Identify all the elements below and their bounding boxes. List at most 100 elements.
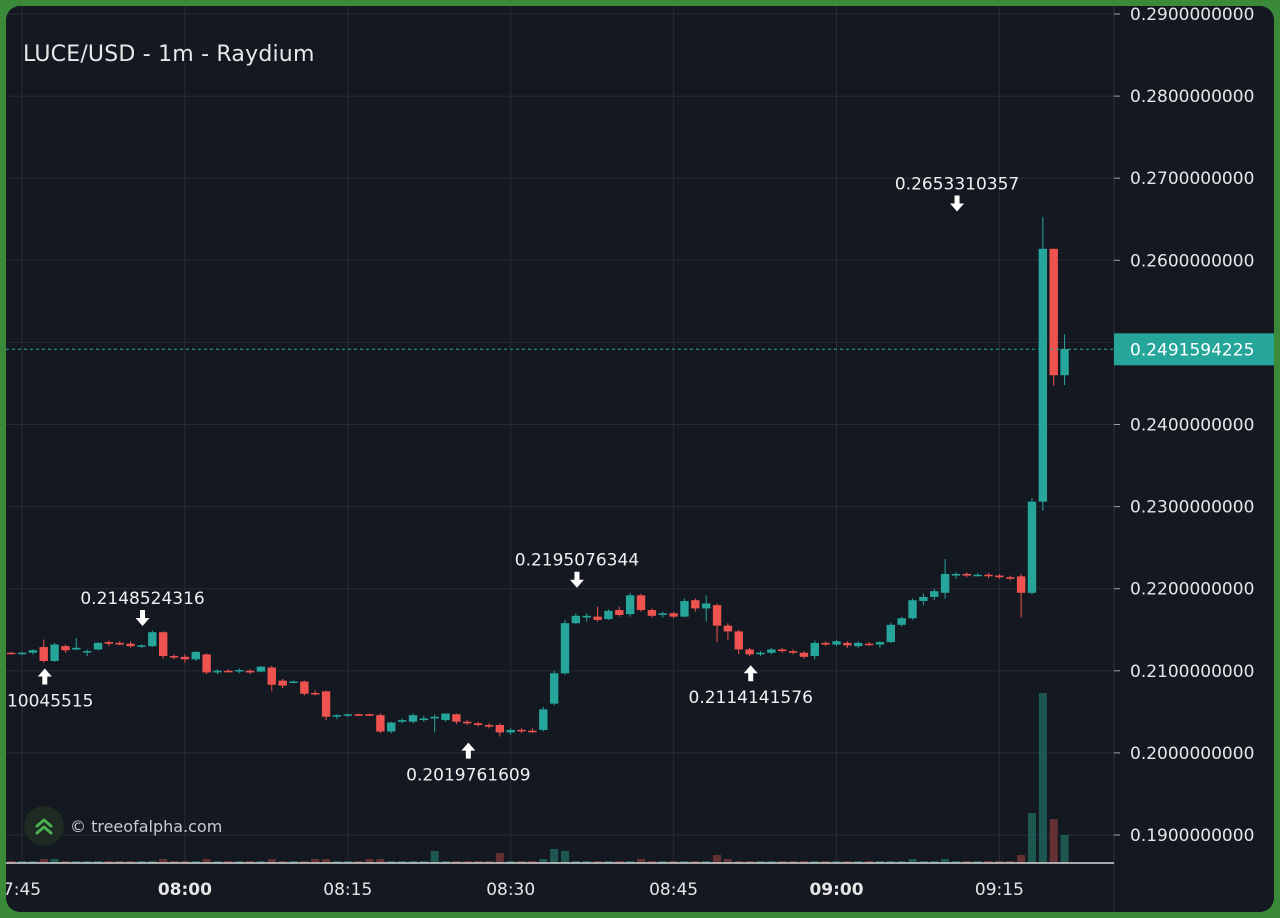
tree-logo-icon xyxy=(24,806,64,846)
high-annotation: 0.2653310357 xyxy=(895,175,1019,212)
low-annotation: 0.2114141576 xyxy=(689,665,813,708)
volume-bar xyxy=(995,861,1004,863)
volume-bar xyxy=(224,861,233,863)
x-tick-label: 08:45 xyxy=(649,880,698,900)
candle-body xyxy=(104,642,114,644)
last-price-label: 0.2491594225 xyxy=(1130,340,1254,360)
volume-bar xyxy=(973,861,982,863)
candle-body xyxy=(6,652,16,655)
candle-body xyxy=(376,715,385,732)
candle-body xyxy=(93,642,103,650)
candle-body xyxy=(419,718,429,721)
candle-body xyxy=(995,575,1004,578)
candle-body xyxy=(539,709,548,730)
candle-body xyxy=(875,642,885,645)
candle-body xyxy=(1016,576,1026,593)
candle-body xyxy=(984,574,993,577)
candle-body xyxy=(72,647,81,650)
volume-bar xyxy=(810,861,819,863)
volume-bar xyxy=(778,861,787,863)
volume-bar xyxy=(799,861,808,863)
candle-body xyxy=(680,601,689,617)
candle-body xyxy=(625,595,635,615)
y-tick-label: 0.2300000000 xyxy=(1130,498,1254,518)
candle-body xyxy=(17,652,27,655)
volume-bar xyxy=(1006,861,1015,863)
volume-bar xyxy=(278,861,287,863)
candle-body xyxy=(745,649,754,655)
high-label: 0.2195076344 xyxy=(515,551,639,571)
volume-bar xyxy=(191,861,200,863)
candle-body xyxy=(202,654,211,673)
volume-bar xyxy=(170,861,179,863)
volume-bar xyxy=(528,861,537,863)
volume-bar xyxy=(582,861,591,863)
candle-body xyxy=(636,595,646,611)
volume-bar xyxy=(387,861,396,863)
candle-body xyxy=(148,632,157,647)
candle-body xyxy=(484,724,494,727)
volume-bar xyxy=(50,859,59,863)
last-price-badge: 0.2491594225 xyxy=(1114,333,1274,366)
volume-bar xyxy=(267,859,276,863)
volume-bar xyxy=(821,861,830,863)
candle-body xyxy=(473,723,483,725)
candle-body xyxy=(224,670,233,673)
volume-bar xyxy=(1027,813,1036,863)
volume-bar xyxy=(126,861,135,863)
volume-bar xyxy=(658,861,667,863)
volume-bar xyxy=(637,859,646,863)
candle-body xyxy=(940,573,950,593)
volume-bar xyxy=(550,849,559,863)
volume-bar xyxy=(419,861,428,863)
candle-body xyxy=(864,643,874,646)
volume-bar xyxy=(832,861,841,863)
candle-body xyxy=(886,624,895,643)
candle-body xyxy=(235,669,244,672)
high-annotation: 0.2148524316 xyxy=(80,589,205,626)
price-chart[interactable]: 110045515 0.2148524316 0.2019761609 0.21950… xyxy=(6,6,1274,912)
last-price-badge-bg xyxy=(1114,333,1274,366)
watermark: © treeofalpha.com xyxy=(24,806,222,846)
candle-body xyxy=(397,720,407,722)
high-annotation: 0.2195076344 xyxy=(515,551,639,588)
volume-bar xyxy=(723,859,732,863)
chart-title: LUCE/USD - 1m - Raydium xyxy=(23,42,315,67)
x-tick-label: 7:45 xyxy=(6,880,41,900)
candle-body xyxy=(354,714,363,716)
volume-bar xyxy=(300,861,309,863)
axes: 0.1900000000 0.2000000000 0.2100000000 0.22… xyxy=(6,6,1274,912)
candle-body xyxy=(1049,248,1058,376)
volume-bars xyxy=(7,693,1069,863)
candle-body xyxy=(919,596,928,602)
candle-body xyxy=(951,573,961,576)
candle-body xyxy=(115,642,124,645)
candle-body xyxy=(962,573,972,576)
candle-body xyxy=(408,715,418,722)
candle-body xyxy=(311,692,320,695)
volume-bar xyxy=(865,861,874,863)
volume-bar xyxy=(908,859,917,863)
candle-body xyxy=(647,610,657,616)
volume-bar xyxy=(941,859,950,863)
volume-bar xyxy=(256,861,265,863)
chart-panel[interactable]: 110045515 0.2148524316 0.2019761609 0.21950… xyxy=(6,6,1274,912)
high-label: 0.2653310357 xyxy=(895,175,1019,195)
candle-body xyxy=(267,667,276,685)
candle-body xyxy=(289,681,298,683)
volume-bar xyxy=(713,855,722,863)
volume-bar xyxy=(647,861,656,863)
volume-bar xyxy=(517,861,526,863)
candle-body xyxy=(169,656,179,658)
volume-bar xyxy=(39,859,48,863)
candle-body xyxy=(1038,248,1048,502)
candle-body xyxy=(28,650,38,653)
low-label: 0.2114141576 xyxy=(689,688,813,708)
candle-body xyxy=(832,641,841,645)
volume-bar xyxy=(463,861,472,863)
volume-bar xyxy=(984,861,993,863)
volume-bar xyxy=(756,861,765,863)
volume-bar xyxy=(159,859,168,863)
volume-bar xyxy=(897,861,906,863)
volume-bar xyxy=(691,861,700,863)
